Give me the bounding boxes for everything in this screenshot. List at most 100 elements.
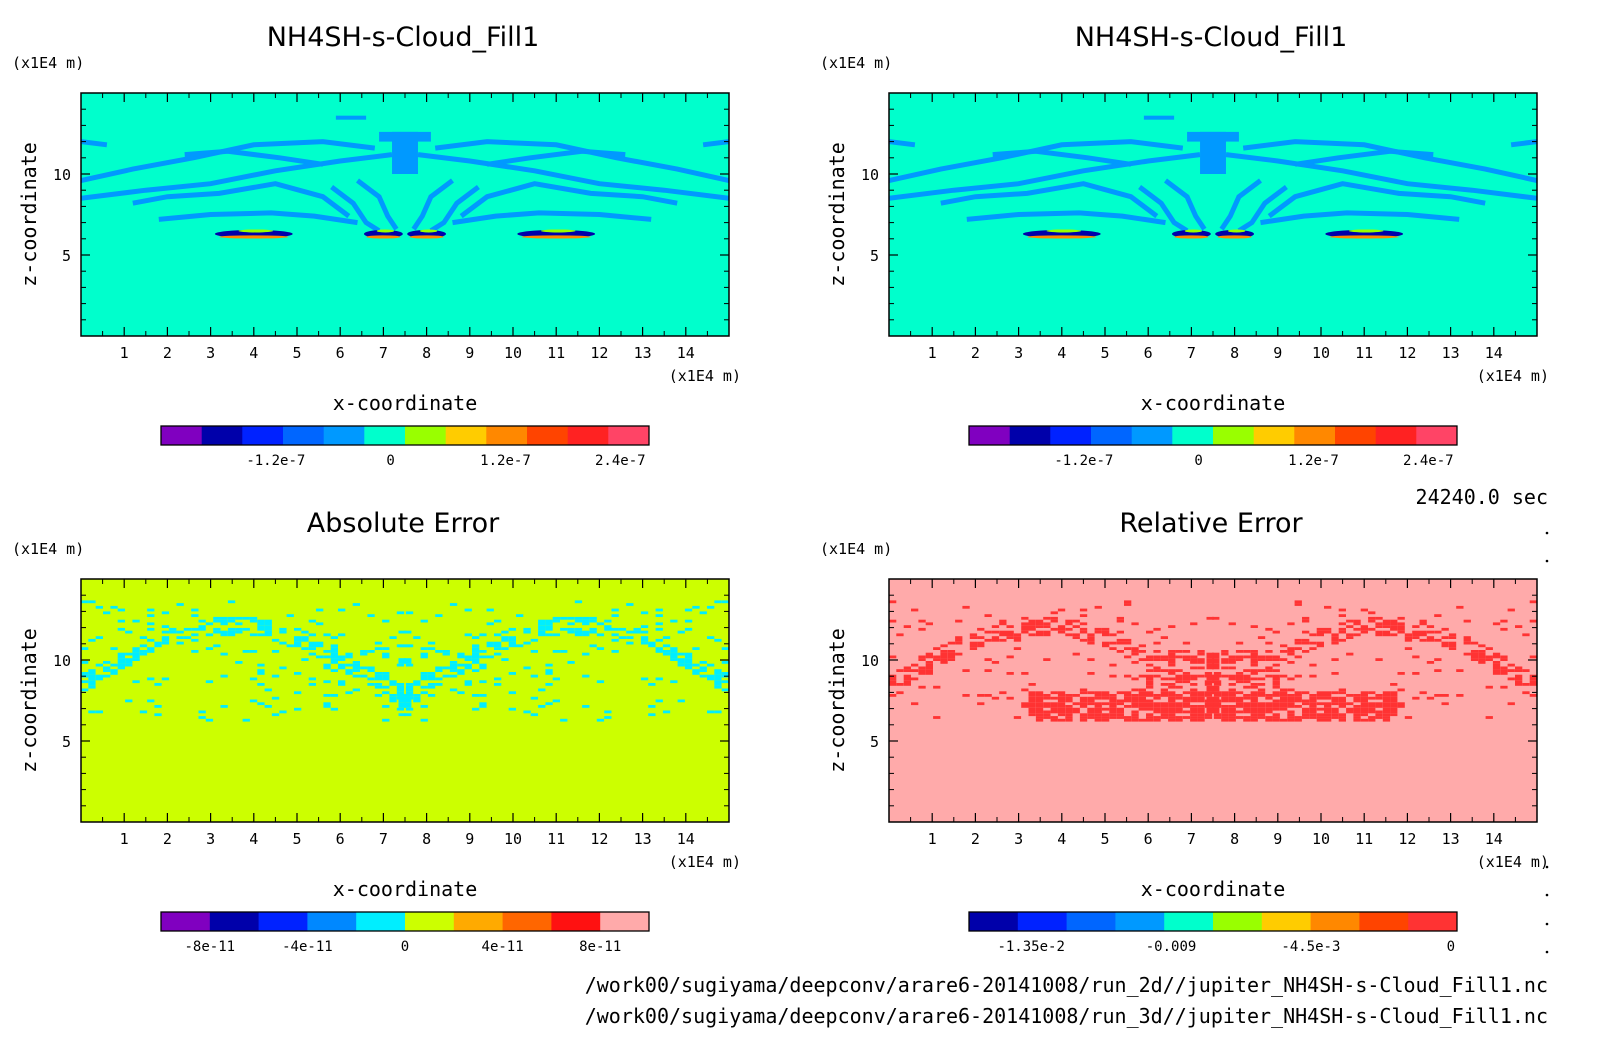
error-cell [1138, 699, 1146, 703]
error-cell [1316, 713, 1324, 717]
peak-feature-mid [1348, 229, 1384, 233]
error-cell [1368, 716, 1376, 719]
error-cell [1522, 691, 1530, 695]
error-cell [626, 641, 634, 645]
x-tick-label: 12 [1398, 344, 1416, 362]
error-cell [1397, 625, 1405, 628]
error-cell [1412, 672, 1420, 675]
error-cell [999, 622, 1007, 626]
error-cell [1265, 666, 1273, 670]
error-cell [1057, 627, 1066, 631]
error-cell [721, 647, 729, 650]
error-cell [457, 669, 465, 672]
error-cell [1419, 633, 1427, 637]
error-cell [1397, 705, 1405, 708]
error-cell [374, 683, 383, 686]
x-tick-label: 9 [465, 344, 474, 362]
error-cell [1419, 691, 1427, 695]
error-cell [1028, 702, 1036, 706]
error-cell [1412, 655, 1420, 659]
error-cell [316, 655, 324, 659]
error-cell [1206, 696, 1214, 700]
error-cell [235, 661, 243, 664]
error-cell [472, 644, 480, 648]
error-cell [198, 627, 206, 631]
error-cell [81, 647, 89, 650]
error-cell [404, 644, 412, 648]
error-cell [582, 616, 590, 620]
error-cell [1182, 674, 1191, 678]
error-cell [640, 636, 649, 639]
error-cell [420, 705, 428, 708]
x-tick-label: 9 [465, 830, 474, 848]
error-cell [984, 630, 992, 634]
error-cell [1368, 691, 1376, 695]
error-cell [1360, 625, 1368, 628]
error-cell [1190, 710, 1198, 714]
error-cell [1529, 655, 1537, 659]
contour-band [356, 178, 399, 231]
error-cell [1331, 710, 1339, 714]
error-cell [1243, 716, 1251, 719]
error-cell [508, 627, 516, 631]
error-cell [1309, 696, 1317, 700]
error-cell [1028, 619, 1036, 623]
error-cell [1102, 694, 1110, 697]
error-cell [1272, 669, 1280, 672]
error-cell [1190, 666, 1198, 670]
error-cell [1375, 633, 1383, 637]
error-cell [1204, 694, 1213, 697]
error-cell [110, 605, 118, 609]
error-cell [925, 663, 933, 667]
error-cell [389, 680, 397, 684]
error-cell [1043, 630, 1051, 634]
error-cell [707, 636, 715, 639]
error-cell [984, 614, 992, 617]
error-cell [1131, 702, 1139, 706]
error-cell [472, 658, 480, 661]
error-cell [1087, 707, 1095, 711]
error-cell [279, 641, 287, 645]
error-cell [1146, 677, 1154, 681]
error-cell [486, 655, 494, 659]
error-cell [95, 663, 103, 667]
error-cell [103, 674, 111, 678]
error-cell [1324, 716, 1332, 719]
error-cell [88, 638, 96, 642]
error-cell [1346, 702, 1354, 706]
x-tick-label: 2 [971, 830, 980, 848]
error-cell [220, 622, 228, 626]
error-cell [1116, 641, 1124, 645]
field-pattern [889, 600, 1537, 722]
colorbar-label: -0.009 [1146, 939, 1197, 955]
error-cell [398, 658, 406, 661]
error-cell [1057, 713, 1066, 717]
error-cell [1079, 705, 1088, 708]
error-cell [501, 647, 509, 650]
error-cell [1050, 702, 1058, 706]
error-cell [1287, 694, 1295, 697]
x-tick-label: 6 [1144, 344, 1153, 362]
error-cell [420, 685, 428, 689]
error-cell [1338, 622, 1346, 626]
error-cell [896, 633, 904, 637]
error-cell [413, 696, 421, 700]
error-cell [1160, 683, 1168, 686]
error-cell [903, 674, 911, 678]
error-cell [692, 669, 700, 672]
error-cell [308, 652, 316, 656]
error-cell [947, 641, 956, 645]
x-tick-label: 4 [1057, 830, 1066, 848]
error-cell [1375, 702, 1383, 706]
error-cell [1390, 707, 1398, 711]
error-cell [323, 694, 331, 697]
error-cell [889, 683, 897, 686]
error-cell [1382, 718, 1391, 722]
error-cell [1153, 694, 1161, 697]
panel-title: Absolute Error [307, 508, 500, 539]
error-cell [382, 647, 390, 650]
error-cell [1250, 650, 1258, 653]
error-cell [1235, 705, 1244, 708]
colorbar-swatch [1131, 426, 1173, 445]
error-cell [389, 699, 397, 703]
